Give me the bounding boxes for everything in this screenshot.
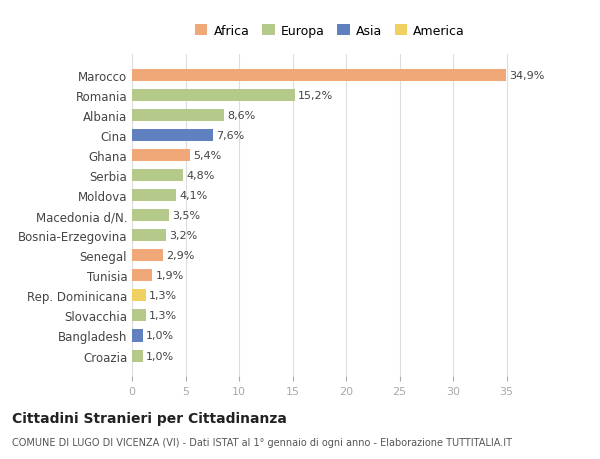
Bar	[132, 130, 214, 142]
Text: 4,8%: 4,8%	[187, 171, 215, 181]
Text: 5,4%: 5,4%	[193, 151, 221, 161]
Text: COMUNE DI LUGO DI VICENZA (VI) - Dati ISTAT al 1° gennaio di ogni anno - Elabora: COMUNE DI LUGO DI VICENZA (VI) - Dati IS…	[12, 437, 512, 447]
Text: 1,3%: 1,3%	[149, 311, 177, 321]
Text: 4,1%: 4,1%	[179, 191, 208, 201]
Text: 1,3%: 1,3%	[149, 291, 177, 301]
Bar	[132, 310, 146, 322]
Text: 7,6%: 7,6%	[217, 131, 245, 141]
Bar	[132, 330, 143, 342]
Text: 8,6%: 8,6%	[227, 111, 256, 121]
Bar	[132, 170, 184, 182]
Bar	[132, 90, 295, 102]
Text: Cittadini Stranieri per Cittadinanza: Cittadini Stranieri per Cittadinanza	[12, 411, 287, 425]
Bar	[132, 290, 146, 302]
Bar	[132, 230, 166, 242]
Text: 1,0%: 1,0%	[146, 351, 174, 361]
Bar	[132, 210, 169, 222]
Bar	[132, 270, 152, 282]
Bar	[132, 250, 163, 262]
Bar	[132, 350, 143, 362]
Text: 1,9%: 1,9%	[155, 271, 184, 281]
Bar	[132, 190, 176, 202]
Bar	[132, 70, 506, 82]
Text: 2,9%: 2,9%	[166, 251, 194, 261]
Text: 3,2%: 3,2%	[169, 231, 198, 241]
Bar	[132, 150, 190, 162]
Text: 3,5%: 3,5%	[173, 211, 201, 221]
Text: 15,2%: 15,2%	[298, 91, 333, 101]
Bar	[132, 110, 224, 122]
Text: 1,0%: 1,0%	[146, 331, 174, 341]
Legend: Africa, Europa, Asia, America: Africa, Europa, Asia, America	[190, 20, 470, 43]
Text: 34,9%: 34,9%	[509, 71, 544, 81]
